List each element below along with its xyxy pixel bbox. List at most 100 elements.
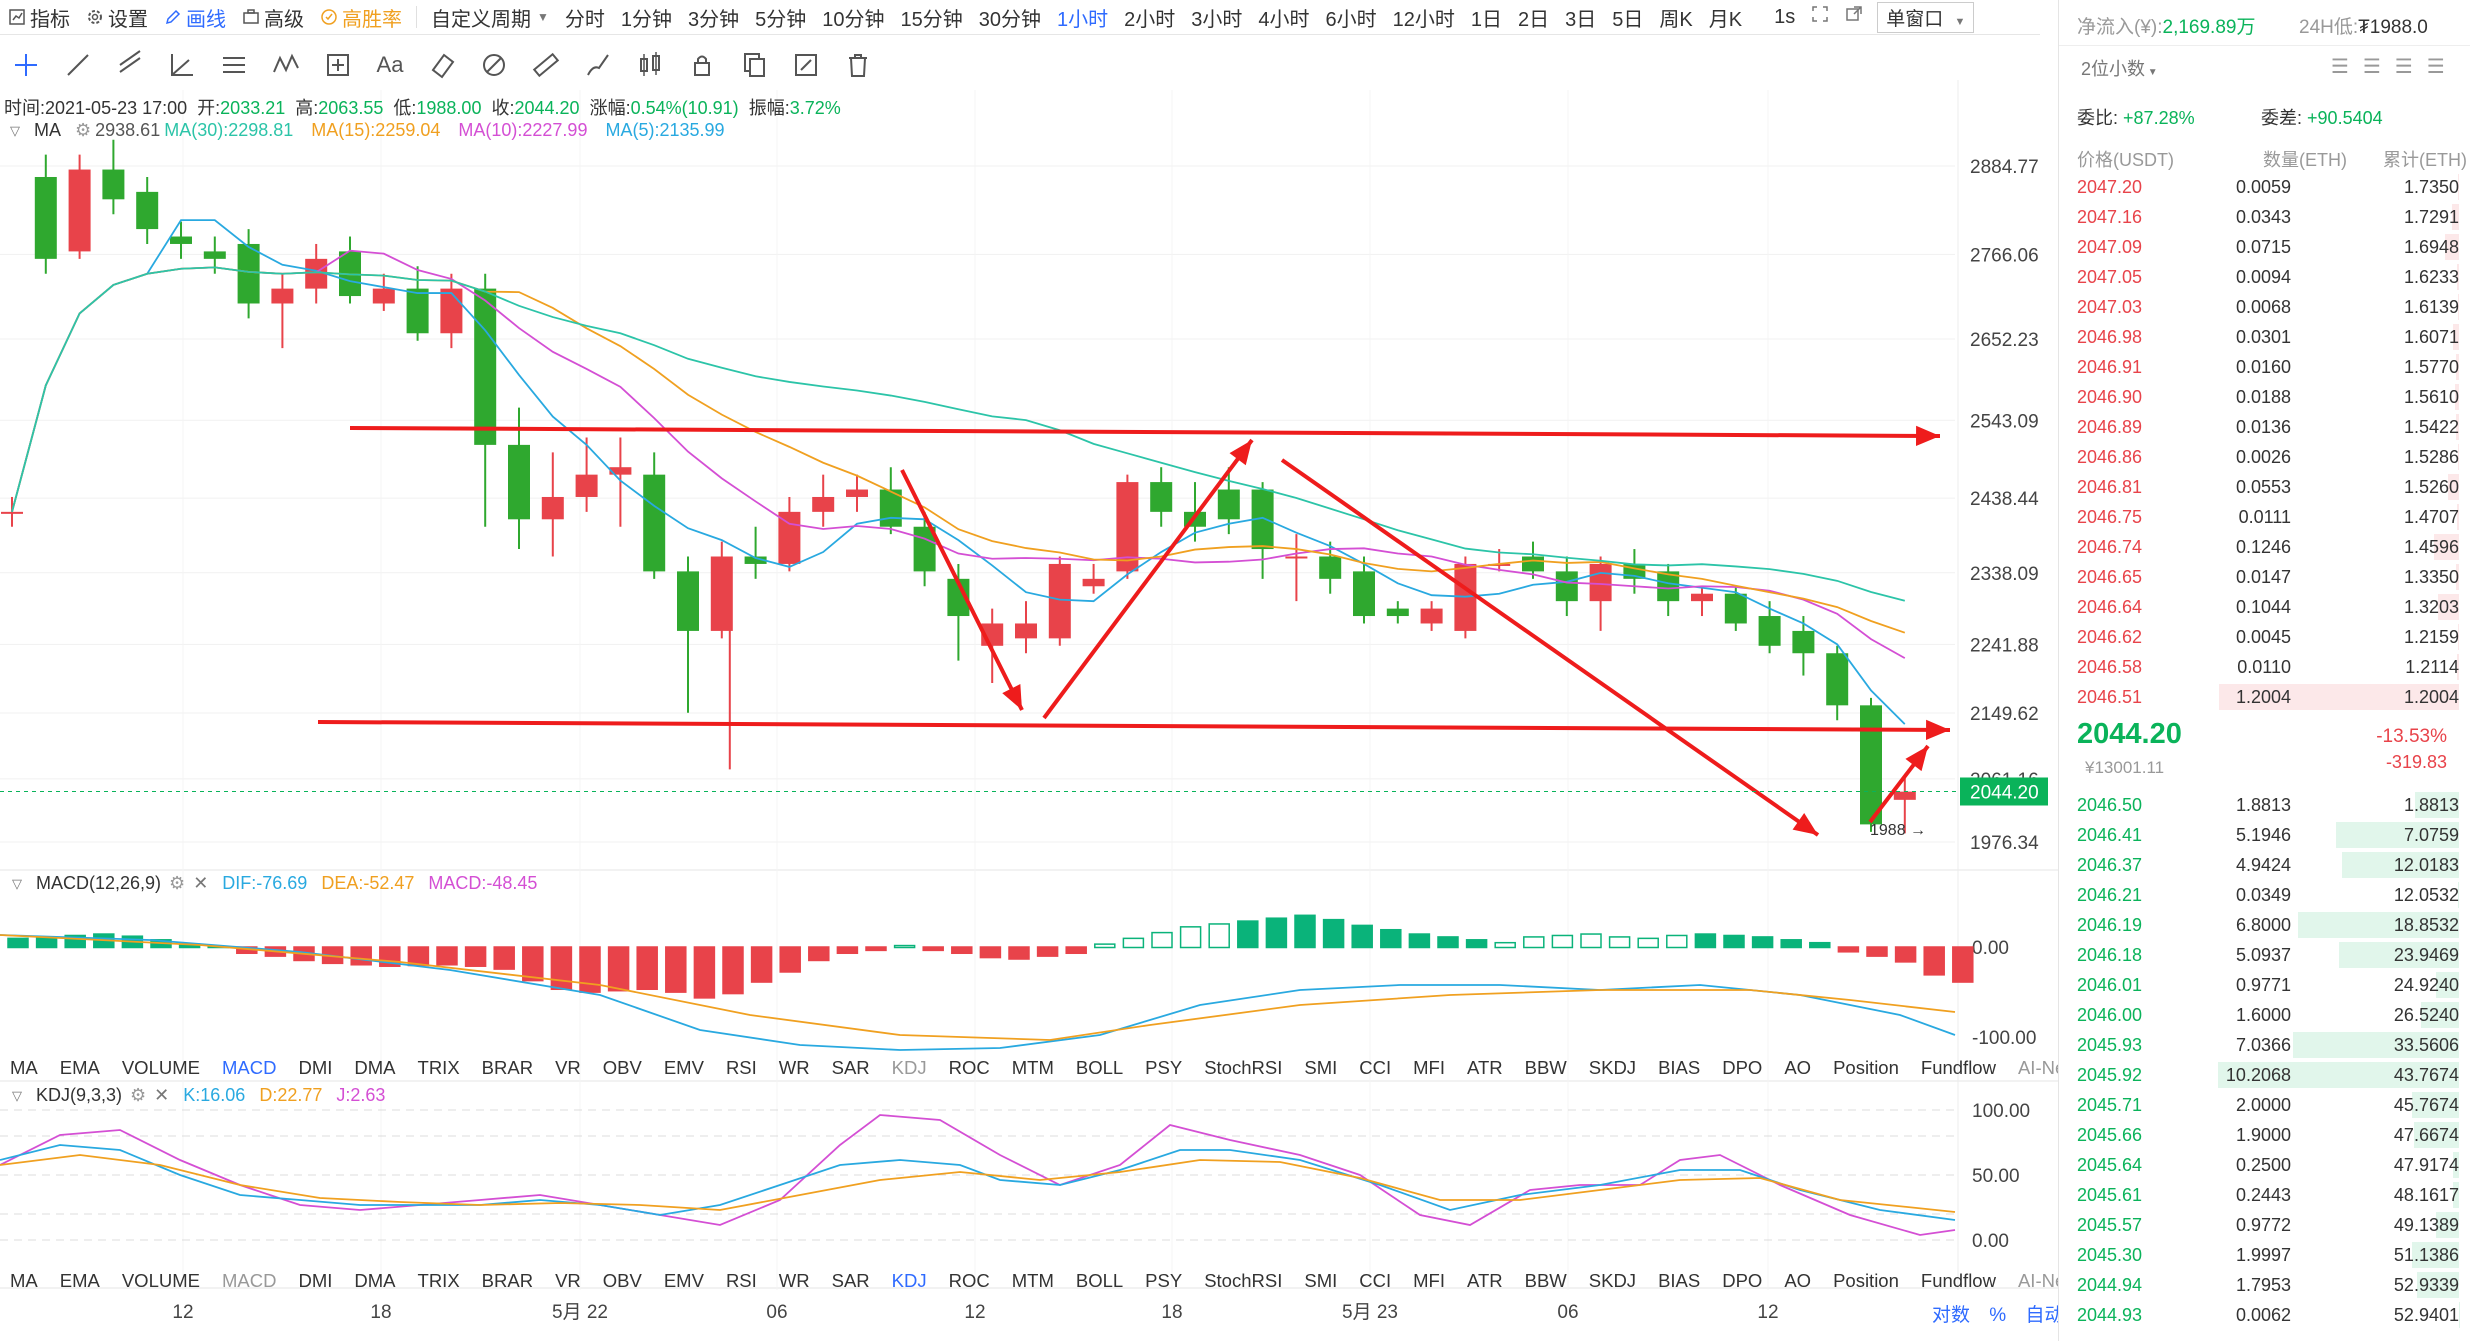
period-13[interactable]: 1日 bbox=[1470, 8, 1503, 31]
copy-tool[interactable] bbox=[728, 45, 780, 85]
indicator-tab-ema[interactable]: EMA bbox=[59, 1270, 100, 1291]
ask-row[interactable]: 2047.16 0.0343 1.7291 bbox=[2059, 202, 2459, 232]
brush-tool[interactable] bbox=[572, 45, 624, 85]
bid-row[interactable]: 2046.00 1.6000 26.5240 bbox=[2059, 1000, 2459, 1030]
edit-tool[interactable] bbox=[780, 45, 832, 85]
period-7[interactable]: 1小时 bbox=[1057, 8, 1109, 31]
period-1[interactable]: 1分钟 bbox=[620, 8, 673, 31]
settings-button[interactable]: 设置 bbox=[78, 3, 156, 32]
indicator-tab-roc[interactable]: ROC bbox=[948, 1270, 990, 1291]
ask-row[interactable]: 2046.64 0.1044 1.3203 bbox=[2059, 592, 2459, 622]
indicator-tab-boll[interactable]: BOLL bbox=[1075, 1270, 1124, 1291]
indicator-tab-boll[interactable]: BOLL bbox=[1075, 1057, 1124, 1078]
auto-scale-toggle[interactable]: 自动 bbox=[2025, 1305, 2064, 1326]
indicator-tab-mfi[interactable]: MFI bbox=[1413, 1057, 1445, 1078]
ask-row[interactable]: 2046.62 0.0045 1.2159 bbox=[2059, 622, 2459, 652]
bid-row[interactable]: 2046.19 6.8000 18.8532 bbox=[2059, 910, 2459, 940]
bid-row[interactable]: 2045.93 7.0366 33.5606 bbox=[2059, 1030, 2459, 1060]
crosshair-tool[interactable] bbox=[0, 45, 52, 85]
settings-icon[interactable]: ⚙ bbox=[75, 120, 92, 140]
indicator-tab-macd[interactable]: MACD bbox=[221, 1057, 277, 1078]
settings-icon[interactable]: ⚙ bbox=[130, 1085, 147, 1105]
indicator-tab-emv[interactable]: EMV bbox=[663, 1270, 704, 1291]
period-14[interactable]: 2日 bbox=[1518, 8, 1550, 31]
indicator-tab-psy[interactable]: PSY bbox=[1145, 1057, 1183, 1078]
eraser-tool[interactable] bbox=[416, 45, 468, 85]
period-15[interactable]: 3日 bbox=[1565, 8, 1597, 31]
indicator-tab-stochrsi[interactable]: StochRSI bbox=[1204, 1270, 1283, 1291]
bid-row[interactable]: 2045.66 1.9000 47.6674 bbox=[2059, 1120, 2459, 1150]
period-8[interactable]: 2小时 bbox=[1124, 8, 1176, 31]
bid-row[interactable]: 2046.37 4.9424 12.0183 bbox=[2059, 850, 2459, 880]
indicator-tab-mtm[interactable]: MTM bbox=[1011, 1270, 1054, 1291]
close-icon[interactable]: ✕ bbox=[193, 873, 209, 893]
indicator-tab-cci[interactable]: CCI bbox=[1359, 1270, 1392, 1291]
draw-button[interactable]: 画线 bbox=[156, 3, 234, 32]
ask-row[interactable]: 2046.58 0.0110 1.2114 bbox=[2059, 652, 2459, 682]
bid-row[interactable]: 2045.71 2.0000 45.7674 bbox=[2059, 1090, 2459, 1120]
lock-tool[interactable] bbox=[676, 45, 728, 85]
log-scale-toggle[interactable]: 对数 bbox=[1932, 1305, 1971, 1326]
indicator-tab-fundflow[interactable]: Fundflow bbox=[1920, 1057, 1996, 1078]
indicator-tab-position[interactable]: Position bbox=[1833, 1270, 1899, 1291]
indicator-tab-dpo[interactable]: DPO bbox=[1722, 1270, 1763, 1291]
chevron-down-icon[interactable]: ▽ bbox=[12, 875, 22, 891]
bid-row[interactable]: 2045.92 10.2068 43.7674 bbox=[2059, 1060, 2459, 1090]
ask-row[interactable]: 2047.03 0.0068 1.6139 bbox=[2059, 292, 2459, 322]
bid-row[interactable]: 2045.61 0.2443 48.1617 bbox=[2059, 1180, 2459, 1210]
refresh-interval[interactable]: 1s bbox=[1766, 6, 1803, 29]
period-9[interactable]: 3小时 bbox=[1191, 8, 1243, 31]
line-tool[interactable] bbox=[52, 45, 104, 85]
period-5[interactable]: 15分钟 bbox=[900, 8, 963, 31]
period-4[interactable]: 10分钟 bbox=[822, 8, 885, 31]
indicator-tab-smi[interactable]: SMI bbox=[1304, 1270, 1338, 1291]
indicator-tab-atr[interactable]: ATR bbox=[1466, 1270, 1503, 1291]
ask-row[interactable]: 2046.91 0.0160 1.5770 bbox=[2059, 352, 2459, 382]
text-tool[interactable]: Aa bbox=[364, 45, 416, 85]
custom-period-dropdown[interactable]: 自定义周期 ▼ bbox=[423, 3, 557, 32]
indicator-tab-brar[interactable]: BRAR bbox=[481, 1057, 534, 1078]
indicator-tab-ao[interactable]: AO bbox=[1784, 1270, 1812, 1291]
bid-row[interactable]: 2044.94 1.7953 52.9339 bbox=[2059, 1270, 2459, 1300]
bid-row[interactable]: 2046.18 5.0937 23.9469 bbox=[2059, 940, 2459, 970]
ask-row[interactable]: 2046.98 0.0301 1.6071 bbox=[2059, 322, 2459, 352]
ask-row[interactable]: 2047.09 0.0715 1.6948 bbox=[2059, 232, 2459, 262]
bid-row[interactable]: 2045.57 0.9772 49.1389 bbox=[2059, 1210, 2459, 1240]
indicator-tab-kdj[interactable]: KDJ bbox=[891, 1270, 927, 1291]
indicator-tab-sar[interactable]: SAR bbox=[831, 1057, 870, 1078]
settings-icon[interactable]: ⚙ bbox=[169, 873, 186, 893]
bid-row[interactable]: 2044.93 0.0062 52.9401 bbox=[2059, 1300, 2459, 1330]
indicator-tab-wr[interactable]: WR bbox=[778, 1057, 810, 1078]
ask-row[interactable]: 2047.05 0.0094 1.6233 bbox=[2059, 262, 2459, 292]
fullscreen-button[interactable] bbox=[1803, 5, 1837, 29]
advanced-button[interactable]: 高级 bbox=[234, 3, 312, 32]
ask-row[interactable]: 2047.20 0.0059 1.7350 bbox=[2059, 172, 2459, 202]
chevron-down-icon[interactable]: ▽ bbox=[10, 122, 20, 138]
ask-row[interactable]: 2046.74 0.1246 1.4596 bbox=[2059, 532, 2459, 562]
bid-row[interactable]: 2046.01 0.9771 24.9240 bbox=[2059, 970, 2459, 1000]
indicator-tab-kdj[interactable]: KDJ bbox=[891, 1057, 927, 1078]
period-3[interactable]: 5分钟 bbox=[755, 8, 807, 31]
ask-row[interactable]: 2046.86 0.0026 1.5286 bbox=[2059, 442, 2459, 472]
indicator-tab-rsi[interactable]: RSI bbox=[725, 1270, 757, 1291]
period-17[interactable]: 周K bbox=[1659, 8, 1693, 31]
book-asks-icon[interactable]: ☰ bbox=[2394, 56, 2413, 78]
indicator-tab-vr[interactable]: VR bbox=[555, 1057, 581, 1078]
indicator-tab-obv[interactable]: OBV bbox=[602, 1270, 642, 1291]
indicator-tab-volume[interactable]: VOLUME bbox=[121, 1057, 200, 1078]
single-window-dropdown[interactable]: 单窗口 ▼ bbox=[1877, 1, 1975, 33]
indicator-tab-macd[interactable]: MACD bbox=[221, 1270, 277, 1291]
decimals-dropdown[interactable]: 2位小数 ▼ bbox=[2081, 55, 2158, 81]
indicator-tab-psy[interactable]: PSY bbox=[1145, 1270, 1183, 1291]
indicator-tab-stochrsi[interactable]: StochRSI bbox=[1204, 1057, 1283, 1078]
period-11[interactable]: 6小时 bbox=[1325, 8, 1377, 31]
indicator-tab-ao[interactable]: AO bbox=[1784, 1057, 1812, 1078]
indicator-tab-smi[interactable]: SMI bbox=[1304, 1057, 1338, 1078]
ruler-tool[interactable] bbox=[520, 45, 572, 85]
indicator-tab-emv[interactable]: EMV bbox=[663, 1057, 704, 1078]
indicator-tab-dma[interactable]: DMA bbox=[354, 1270, 396, 1291]
period-12[interactable]: 12小时 bbox=[1392, 8, 1455, 31]
angle-tool[interactable] bbox=[156, 45, 208, 85]
period-0[interactable]: 分时 bbox=[564, 8, 605, 31]
bid-row[interactable]: 2045.30 1.9997 51.1386 bbox=[2059, 1240, 2459, 1270]
